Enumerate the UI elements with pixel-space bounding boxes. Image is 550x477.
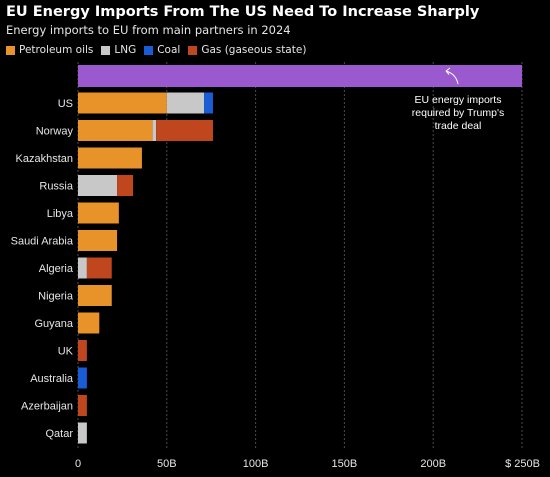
category-label: Azerbaijan (21, 401, 73, 413)
chart-subtitle: Energy imports to EU from main partners … (6, 23, 291, 37)
legend-label-petroleum-oils: Petroleum oils (19, 44, 94, 56)
legend-item-gas: Gas (gaseous state) (188, 44, 306, 56)
legend-label-lng: LNG (114, 44, 137, 56)
bar-russia-lng (78, 175, 118, 196)
category-label: Guyana (34, 318, 73, 330)
bar-us-coal (204, 92, 213, 114)
bar-algeria-gas-gaseous-state- (86, 257, 112, 279)
bar-libya-petroleum-oils (78, 202, 119, 224)
category-label: Saudi Arabia (11, 236, 74, 248)
category-label: Qatar (45, 428, 73, 440)
annotation-text-line: EU energy imports (415, 94, 502, 106)
legend-item-lng: LNG (101, 44, 136, 56)
category-label: Norway (36, 126, 74, 138)
annotation-text-line: trade deal (435, 120, 482, 132)
x-tick-label: $ 250B (505, 458, 540, 470)
target-bar (78, 65, 522, 87)
legend-item-coal: Coal (144, 44, 180, 56)
category-label: Kazakhstan (16, 153, 73, 165)
legend-label-coal: Coal (157, 44, 181, 56)
bar-us-lng (166, 92, 205, 114)
bar-norway-petroleum-oils (78, 120, 153, 141)
category-label: Algeria (39, 263, 74, 275)
bar-australia-coal (78, 367, 87, 389)
chart-title: EU Energy Imports From The US Need To In… (6, 4, 480, 20)
bar-azerbaijan-gas-gaseous-state- (78, 395, 87, 416)
x-tick-label: 100B (243, 458, 269, 470)
bar-qatar-lng (78, 422, 87, 444)
legend-swatch-petroleum-oils (6, 45, 15, 55)
legend-swatch-coal (144, 45, 154, 55)
chart-legend: Petroleum oils LNG Coal Gas (gaseous sta… (6, 44, 306, 56)
bar-russia-gas-gaseous-state- (117, 175, 134, 196)
category-label: Nigeria (38, 291, 74, 303)
x-tick-label: 150B (332, 458, 358, 470)
legend-swatch-gas (188, 45, 198, 55)
category-label: Russia (39, 181, 74, 193)
bar-norway-gas-gaseous-state- (156, 120, 213, 141)
category-label: Libya (47, 208, 74, 220)
category-label: US (58, 98, 73, 110)
annotation-text-line: required by Trump's (412, 107, 504, 119)
x-tick-label: 0 (75, 458, 81, 470)
legend-item-petroleum-oils: Petroleum oils (6, 44, 93, 56)
bar-norway-lng (152, 120, 157, 141)
x-tick-label: 200B (420, 458, 446, 470)
bar-kazakhstan-petroleum-oils (78, 147, 142, 169)
annotation-arrowhead (445, 67, 451, 75)
bar-saudi-arabia-petroleum-oils (78, 230, 118, 251)
bar-guyana-petroleum-oils (78, 312, 100, 334)
annotation-arrow (445, 70, 459, 85)
bar-nigeria-petroleum-oils (78, 285, 112, 306)
bar-uk-gas-gaseous-state- (78, 340, 87, 361)
bar-us-petroleum-oils (78, 92, 167, 114)
bar-algeria-lng (78, 257, 87, 279)
legend-label-gas: Gas (gaseous state) (201, 44, 307, 56)
category-label: Australia (30, 373, 74, 385)
x-tick-label: 50B (157, 458, 177, 470)
legend-swatch-lng (101, 45, 111, 55)
category-label: UK (58, 346, 74, 358)
